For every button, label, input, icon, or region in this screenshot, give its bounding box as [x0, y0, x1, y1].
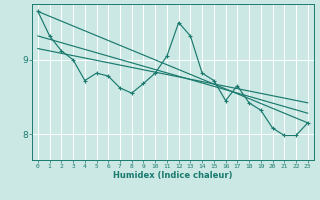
X-axis label: Humidex (Indice chaleur): Humidex (Indice chaleur) [113, 171, 233, 180]
